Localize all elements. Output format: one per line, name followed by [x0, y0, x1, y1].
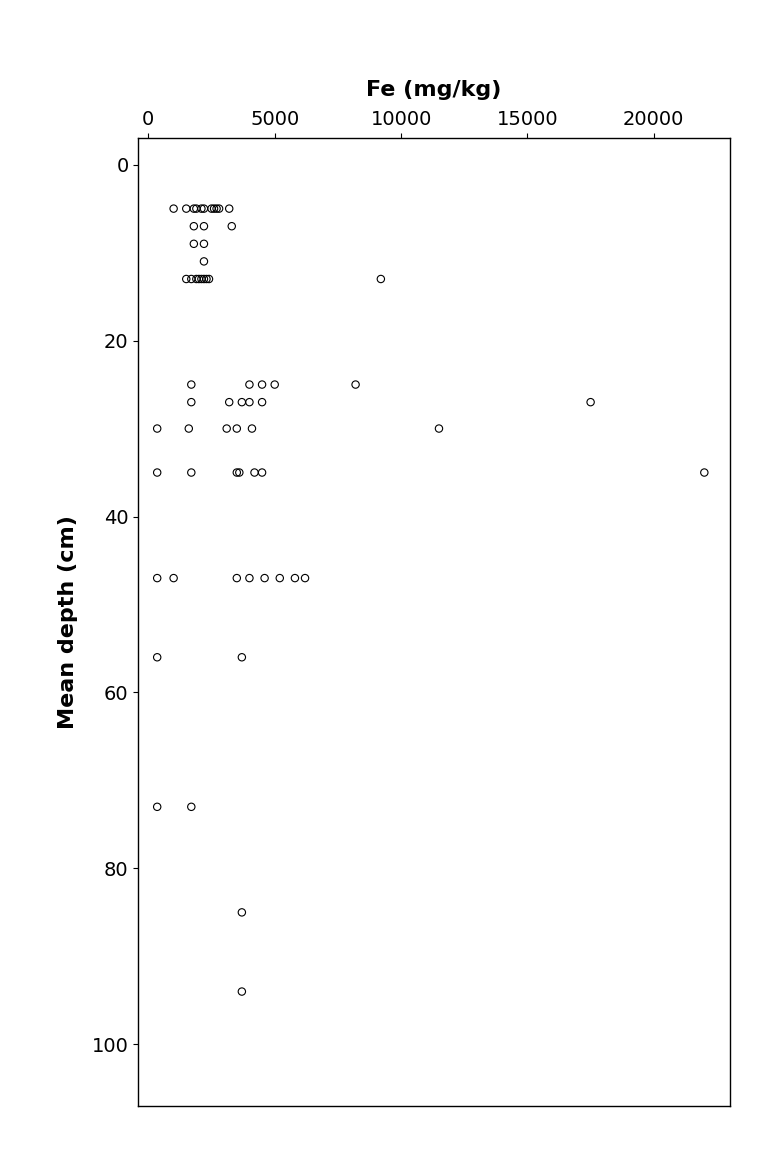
Point: [584, 393, 597, 411]
Point: [151, 569, 164, 588]
Point: [151, 649, 164, 667]
Point: [220, 419, 233, 438]
X-axis label: Fe (mg/kg): Fe (mg/kg): [366, 79, 502, 99]
Point: [195, 199, 207, 218]
Point: [200, 270, 213, 288]
Point: [151, 797, 164, 816]
Point: [223, 393, 235, 411]
Point: [375, 270, 387, 288]
Point: [256, 376, 268, 394]
Point: [349, 376, 362, 394]
Point: [190, 270, 203, 288]
Point: [198, 199, 210, 218]
Point: [151, 463, 164, 482]
Y-axis label: Mean depth (cm): Mean depth (cm): [58, 515, 78, 729]
Point: [223, 199, 235, 218]
Point: [183, 419, 195, 438]
Point: [198, 270, 210, 288]
Point: [698, 463, 710, 482]
Point: [236, 393, 248, 411]
Point: [269, 376, 281, 394]
Point: [205, 199, 217, 218]
Point: [208, 199, 220, 218]
Point: [185, 393, 197, 411]
Point: [151, 419, 164, 438]
Point: [187, 217, 200, 235]
Point: [243, 376, 256, 394]
Point: [210, 199, 223, 218]
Point: [259, 569, 271, 588]
Point: [193, 270, 205, 288]
Point: [198, 217, 210, 235]
Point: [213, 199, 225, 218]
Point: [230, 569, 243, 588]
Point: [236, 983, 248, 1001]
Point: [198, 235, 210, 253]
Point: [185, 376, 197, 394]
Point: [248, 463, 260, 482]
Point: [195, 270, 207, 288]
Point: [256, 393, 268, 411]
Point: [185, 463, 197, 482]
Point: [243, 569, 256, 588]
Point: [167, 569, 180, 588]
Point: [190, 199, 203, 218]
Point: [256, 463, 268, 482]
Point: [233, 463, 246, 482]
Point: [180, 270, 193, 288]
Point: [180, 199, 193, 218]
Point: [203, 270, 215, 288]
Point: [236, 903, 248, 922]
Point: [236, 649, 248, 667]
Point: [299, 569, 311, 588]
Point: [187, 235, 200, 253]
Point: [243, 393, 256, 411]
Point: [246, 419, 258, 438]
Point: [198, 252, 210, 271]
Point: [226, 217, 238, 235]
Point: [230, 419, 243, 438]
Point: [433, 419, 445, 438]
Point: [167, 199, 180, 218]
Point: [230, 463, 243, 482]
Point: [187, 199, 200, 218]
Point: [289, 569, 301, 588]
Point: [185, 270, 197, 288]
Point: [185, 797, 197, 816]
Point: [273, 569, 286, 588]
